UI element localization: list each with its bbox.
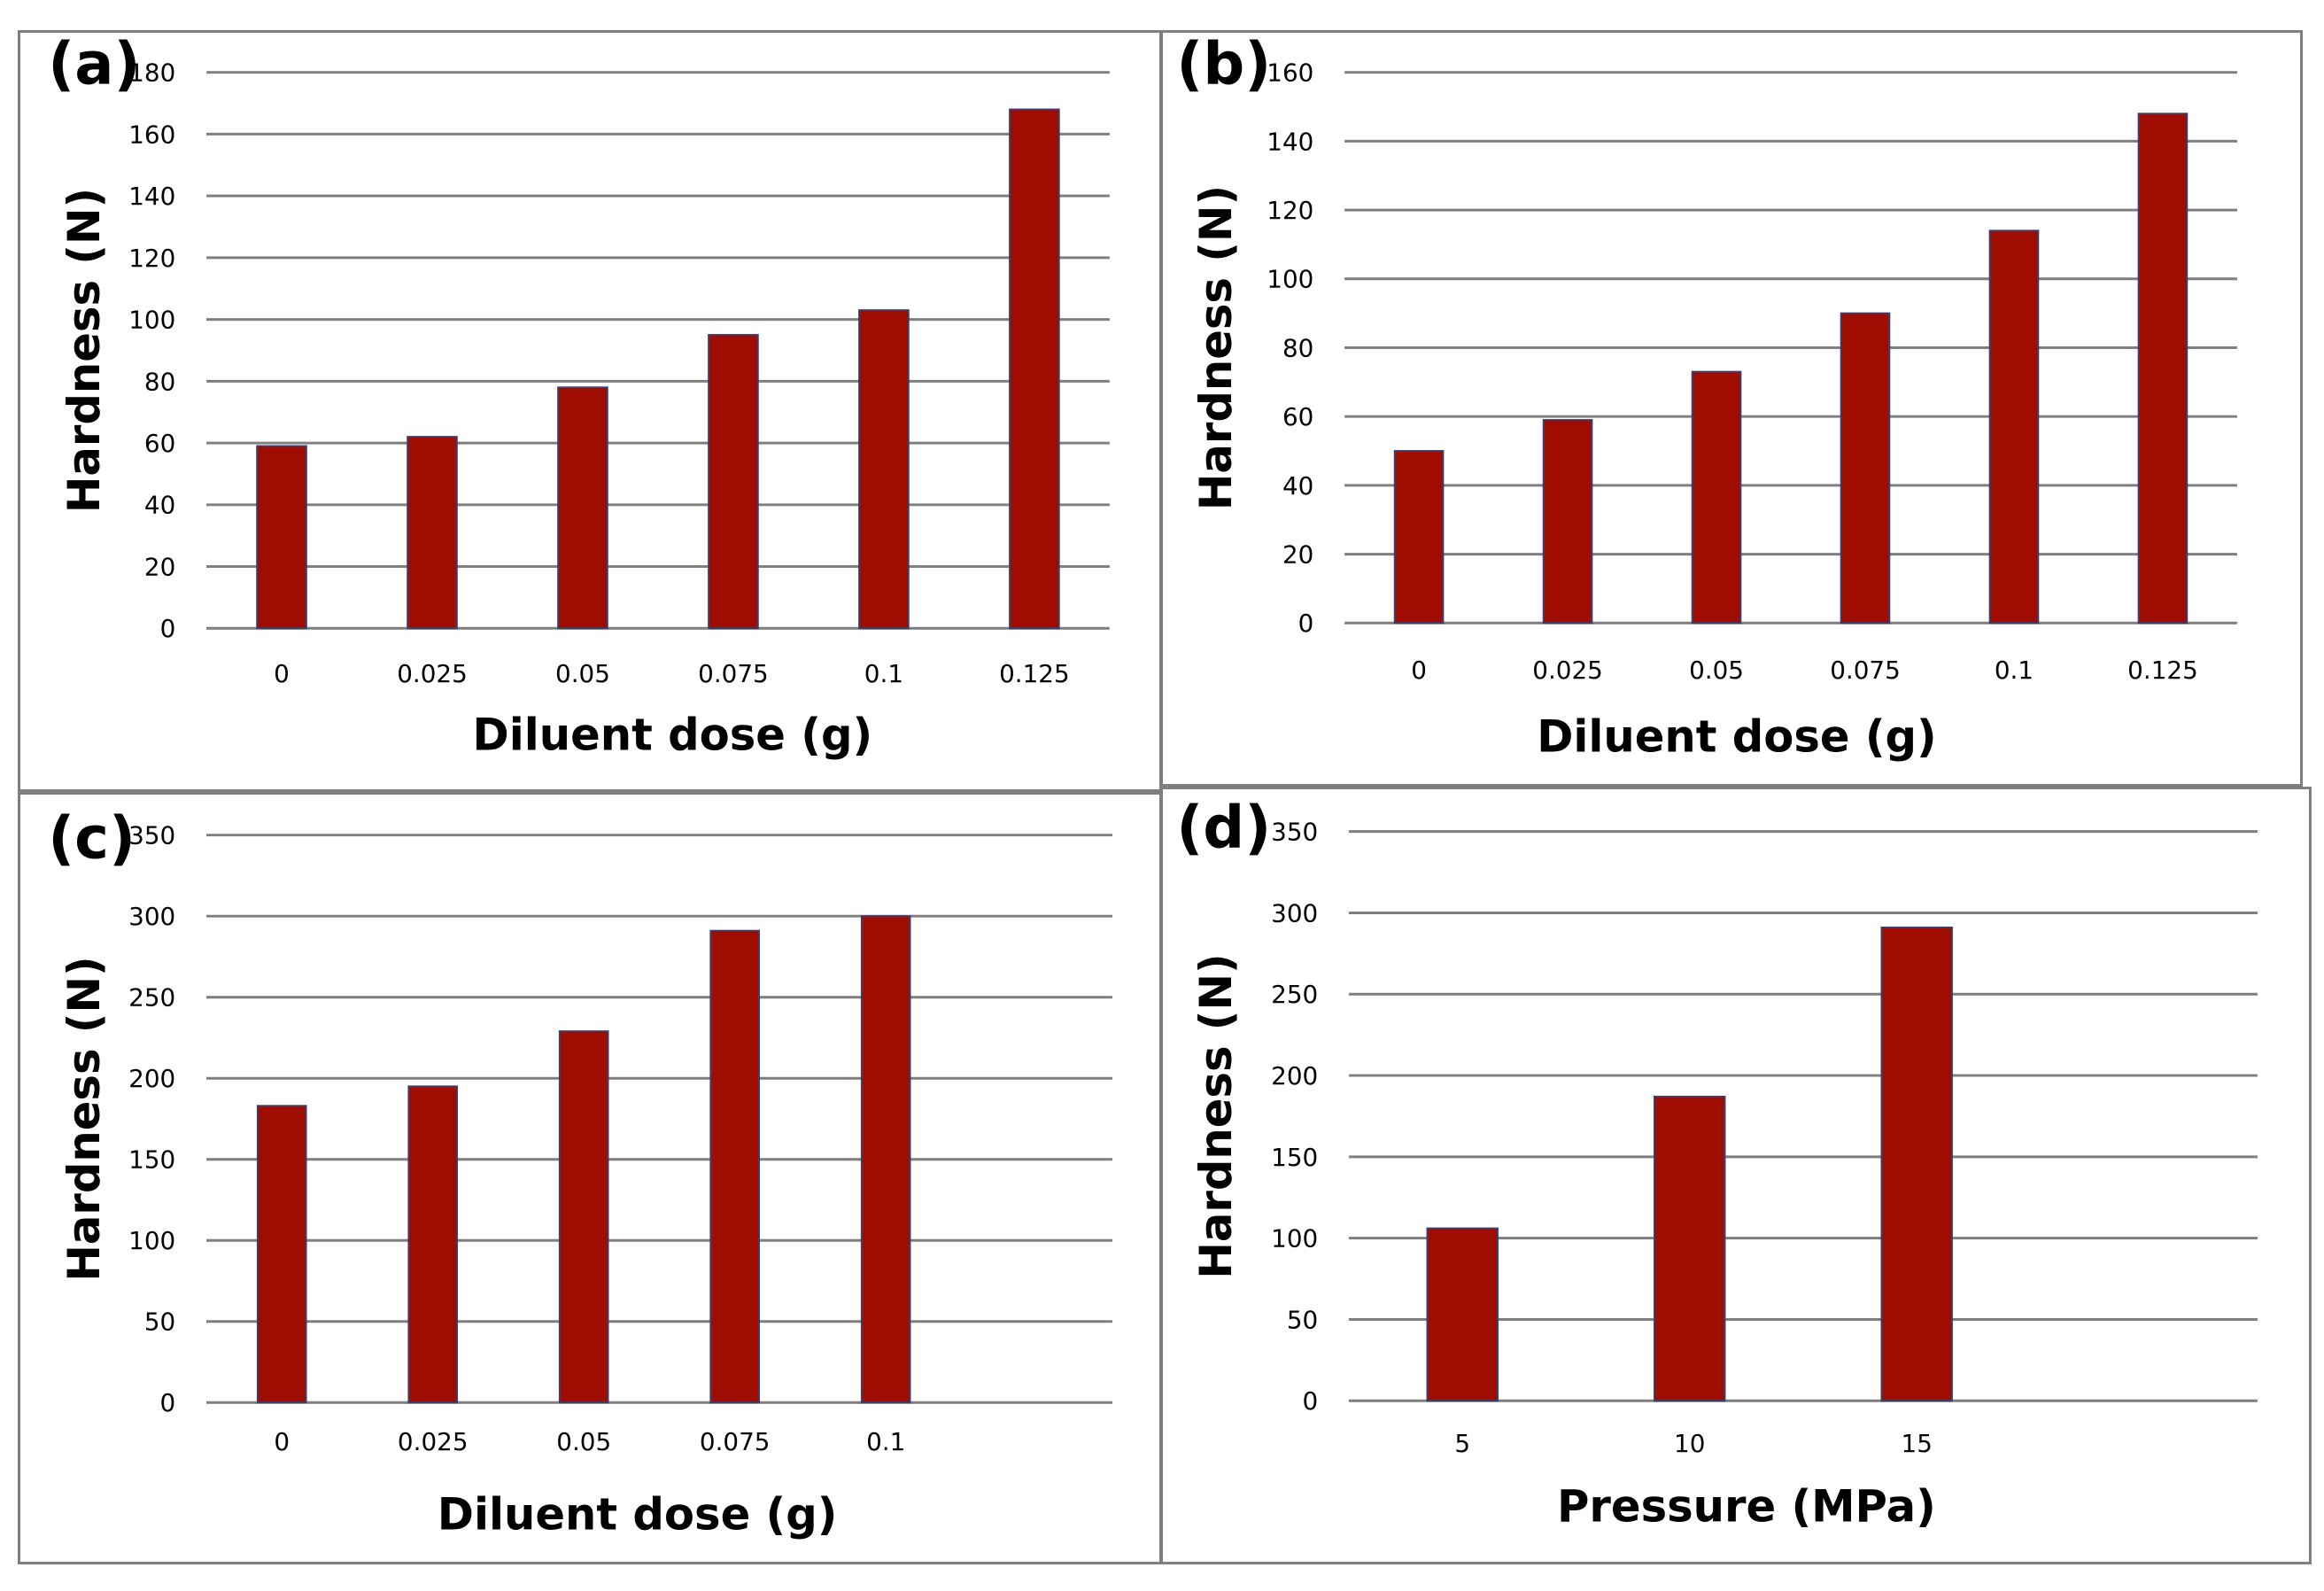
bar-0.025 bbox=[407, 436, 458, 630]
chart-panel-c: 0 50 100 150 200 250 300 350 0 0.025 0.05 0.075 0.1 (… bbox=[18, 792, 1162, 1564]
y-axis-title: Hardness (N) bbox=[58, 188, 110, 513]
y-tick-label: 60 bbox=[144, 429, 175, 458]
x-tick-label: 0.05 bbox=[555, 659, 610, 688]
y-tick-label: 0 bbox=[160, 614, 176, 643]
y-tick-label: 80 bbox=[144, 367, 175, 396]
y-tick-label: 100 bbox=[128, 1226, 175, 1255]
x-tick-label: 0.025 bbox=[397, 659, 468, 688]
y-tick-label: 350 bbox=[1271, 818, 1318, 847]
x-axis-title: Pressure (MPa) bbox=[1557, 1480, 1936, 1532]
bar-0.05 bbox=[1691, 370, 1742, 625]
y-tick-label: 0 bbox=[1298, 609, 1314, 638]
x-tick-label: 0.125 bbox=[2127, 656, 2198, 685]
bar-15 bbox=[1880, 926, 1953, 1402]
y-tick-label: 180 bbox=[128, 58, 175, 88]
y-tick-label: 120 bbox=[1267, 196, 1313, 225]
bar-10 bbox=[1654, 1095, 1726, 1402]
y-tick-label: 50 bbox=[144, 1308, 175, 1337]
panel-label: (a) bbox=[48, 31, 140, 98]
x-tick-label: 0.05 bbox=[1689, 656, 1744, 685]
bar-0 bbox=[1393, 450, 1445, 625]
bar-0.125 bbox=[2137, 113, 2188, 625]
bar-0.05 bbox=[558, 1030, 609, 1404]
x-tick-label: 10 bbox=[1674, 1429, 1705, 1458]
y-tick-label: 160 bbox=[1267, 58, 1313, 88]
y-axis-title: Hardness (N) bbox=[1190, 953, 1242, 1278]
panel-label: (c) bbox=[48, 805, 136, 873]
x-tick-label: 0.075 bbox=[1830, 656, 1901, 685]
bar-0.025 bbox=[1542, 419, 1593, 625]
chart-panel-d: 0 50 100 150 200 250 300 350 5 10 15 (d) Pressure (M… bbox=[1160, 787, 2312, 1564]
y-tick-label: 120 bbox=[128, 244, 175, 273]
y-tick-label: 350 bbox=[128, 821, 175, 850]
x-tick-label: 0.1 bbox=[866, 1427, 905, 1456]
y-tick-label: 100 bbox=[128, 306, 175, 335]
x-tick-label: 0 bbox=[274, 1427, 290, 1456]
bar-0.125 bbox=[1009, 108, 1060, 630]
x-tick-label: 0.025 bbox=[398, 1427, 469, 1456]
y-tick-label: 50 bbox=[1287, 1305, 1318, 1334]
y-tick-label: 40 bbox=[1282, 471, 1313, 501]
y-tick-label: 100 bbox=[1271, 1224, 1318, 1253]
y-tick-label: 250 bbox=[1271, 980, 1318, 1009]
y-tick-label: 80 bbox=[1282, 333, 1313, 362]
chart-panel-a: 0 20 40 60 80 100 120 140 160 180 0 0.025 0.05 0.075 0… bbox=[18, 30, 1162, 792]
bar-0.075 bbox=[1840, 312, 1891, 625]
x-tick-label: 0.025 bbox=[1532, 656, 1603, 685]
x-tick-label: 0.1 bbox=[1995, 656, 2034, 685]
y-axis-title: Hardness (N) bbox=[1190, 185, 1242, 510]
x-tick-label: 0.125 bbox=[999, 659, 1070, 688]
bar-0.1 bbox=[1988, 229, 2040, 625]
bar-0.075 bbox=[708, 334, 759, 630]
y-tick-label: 20 bbox=[1282, 540, 1313, 570]
y-axis-title: Hardness (N) bbox=[58, 956, 110, 1281]
y-tick-label: 40 bbox=[144, 491, 175, 520]
bar-0.1 bbox=[858, 309, 910, 630]
bar-5 bbox=[1426, 1227, 1499, 1402]
bar-0.05 bbox=[557, 386, 608, 630]
x-tick-label: 0.075 bbox=[700, 1427, 771, 1456]
x-tick-label: 0 bbox=[1411, 656, 1427, 685]
panel-label: (b) bbox=[1176, 31, 1271, 98]
y-tick-label: 0 bbox=[160, 1388, 176, 1417]
y-tick-label: 200 bbox=[128, 1064, 175, 1093]
y-tick-label: 200 bbox=[1271, 1061, 1318, 1090]
x-axis-title: Diluent dose (g) bbox=[473, 709, 873, 760]
bar-0.025 bbox=[407, 1085, 459, 1404]
y-tick-label: 140 bbox=[128, 182, 175, 211]
x-tick-label: 0.1 bbox=[864, 659, 903, 688]
y-tick-label: 150 bbox=[1271, 1143, 1318, 1172]
y-tick-label: 60 bbox=[1282, 402, 1313, 431]
y-tick-label: 20 bbox=[144, 552, 175, 581]
y-tick-label: 140 bbox=[1267, 127, 1313, 156]
bar-0 bbox=[256, 445, 307, 630]
y-tick-label: 300 bbox=[128, 902, 175, 931]
y-tick-label: 250 bbox=[128, 983, 175, 1013]
chart-d-svg: 0 50 100 150 200 250 300 350 5 10 15 (d) Pressure (M… bbox=[1176, 795, 2258, 1532]
chart-panel-b: 0 20 40 60 80 100 120 140 160 0 0.025 0.05 0.075 0.1 0… bbox=[1160, 30, 2303, 787]
x-tick-label: 0.075 bbox=[698, 659, 769, 688]
panel-label: (d) bbox=[1176, 795, 1271, 862]
bar-0.075 bbox=[709, 929, 761, 1404]
chart-b-svg: 0 20 40 60 80 100 120 140 160 0 0.025 0.05 0.075 0.1 0… bbox=[1176, 31, 2237, 762]
x-axis-title: Diluent dose (g) bbox=[438, 1488, 838, 1540]
x-axis-title: Diluent dose (g) bbox=[1537, 710, 1937, 762]
bar-0.1 bbox=[860, 915, 911, 1404]
x-tick-label: 15 bbox=[1902, 1429, 1933, 1458]
y-tick-label: 150 bbox=[128, 1145, 175, 1175]
x-tick-label: 5 bbox=[1454, 1429, 1470, 1458]
chart-a-svg: 0 20 40 60 80 100 120 140 160 180 0 0.025 0.05 0.075 0… bbox=[48, 31, 1110, 760]
x-tick-label: 0.05 bbox=[556, 1427, 611, 1456]
y-tick-label: 0 bbox=[1303, 1386, 1319, 1416]
y-tick-label: 160 bbox=[128, 120, 175, 149]
y-tick-label: 100 bbox=[1267, 265, 1313, 294]
bar-0 bbox=[256, 1105, 307, 1404]
x-tick-label: 0 bbox=[274, 659, 290, 688]
y-tick-label: 300 bbox=[1271, 898, 1318, 927]
chart-c-svg: 0 50 100 150 200 250 300 350 0 0.025 0.05 0.075 0.1 (… bbox=[48, 805, 1112, 1540]
